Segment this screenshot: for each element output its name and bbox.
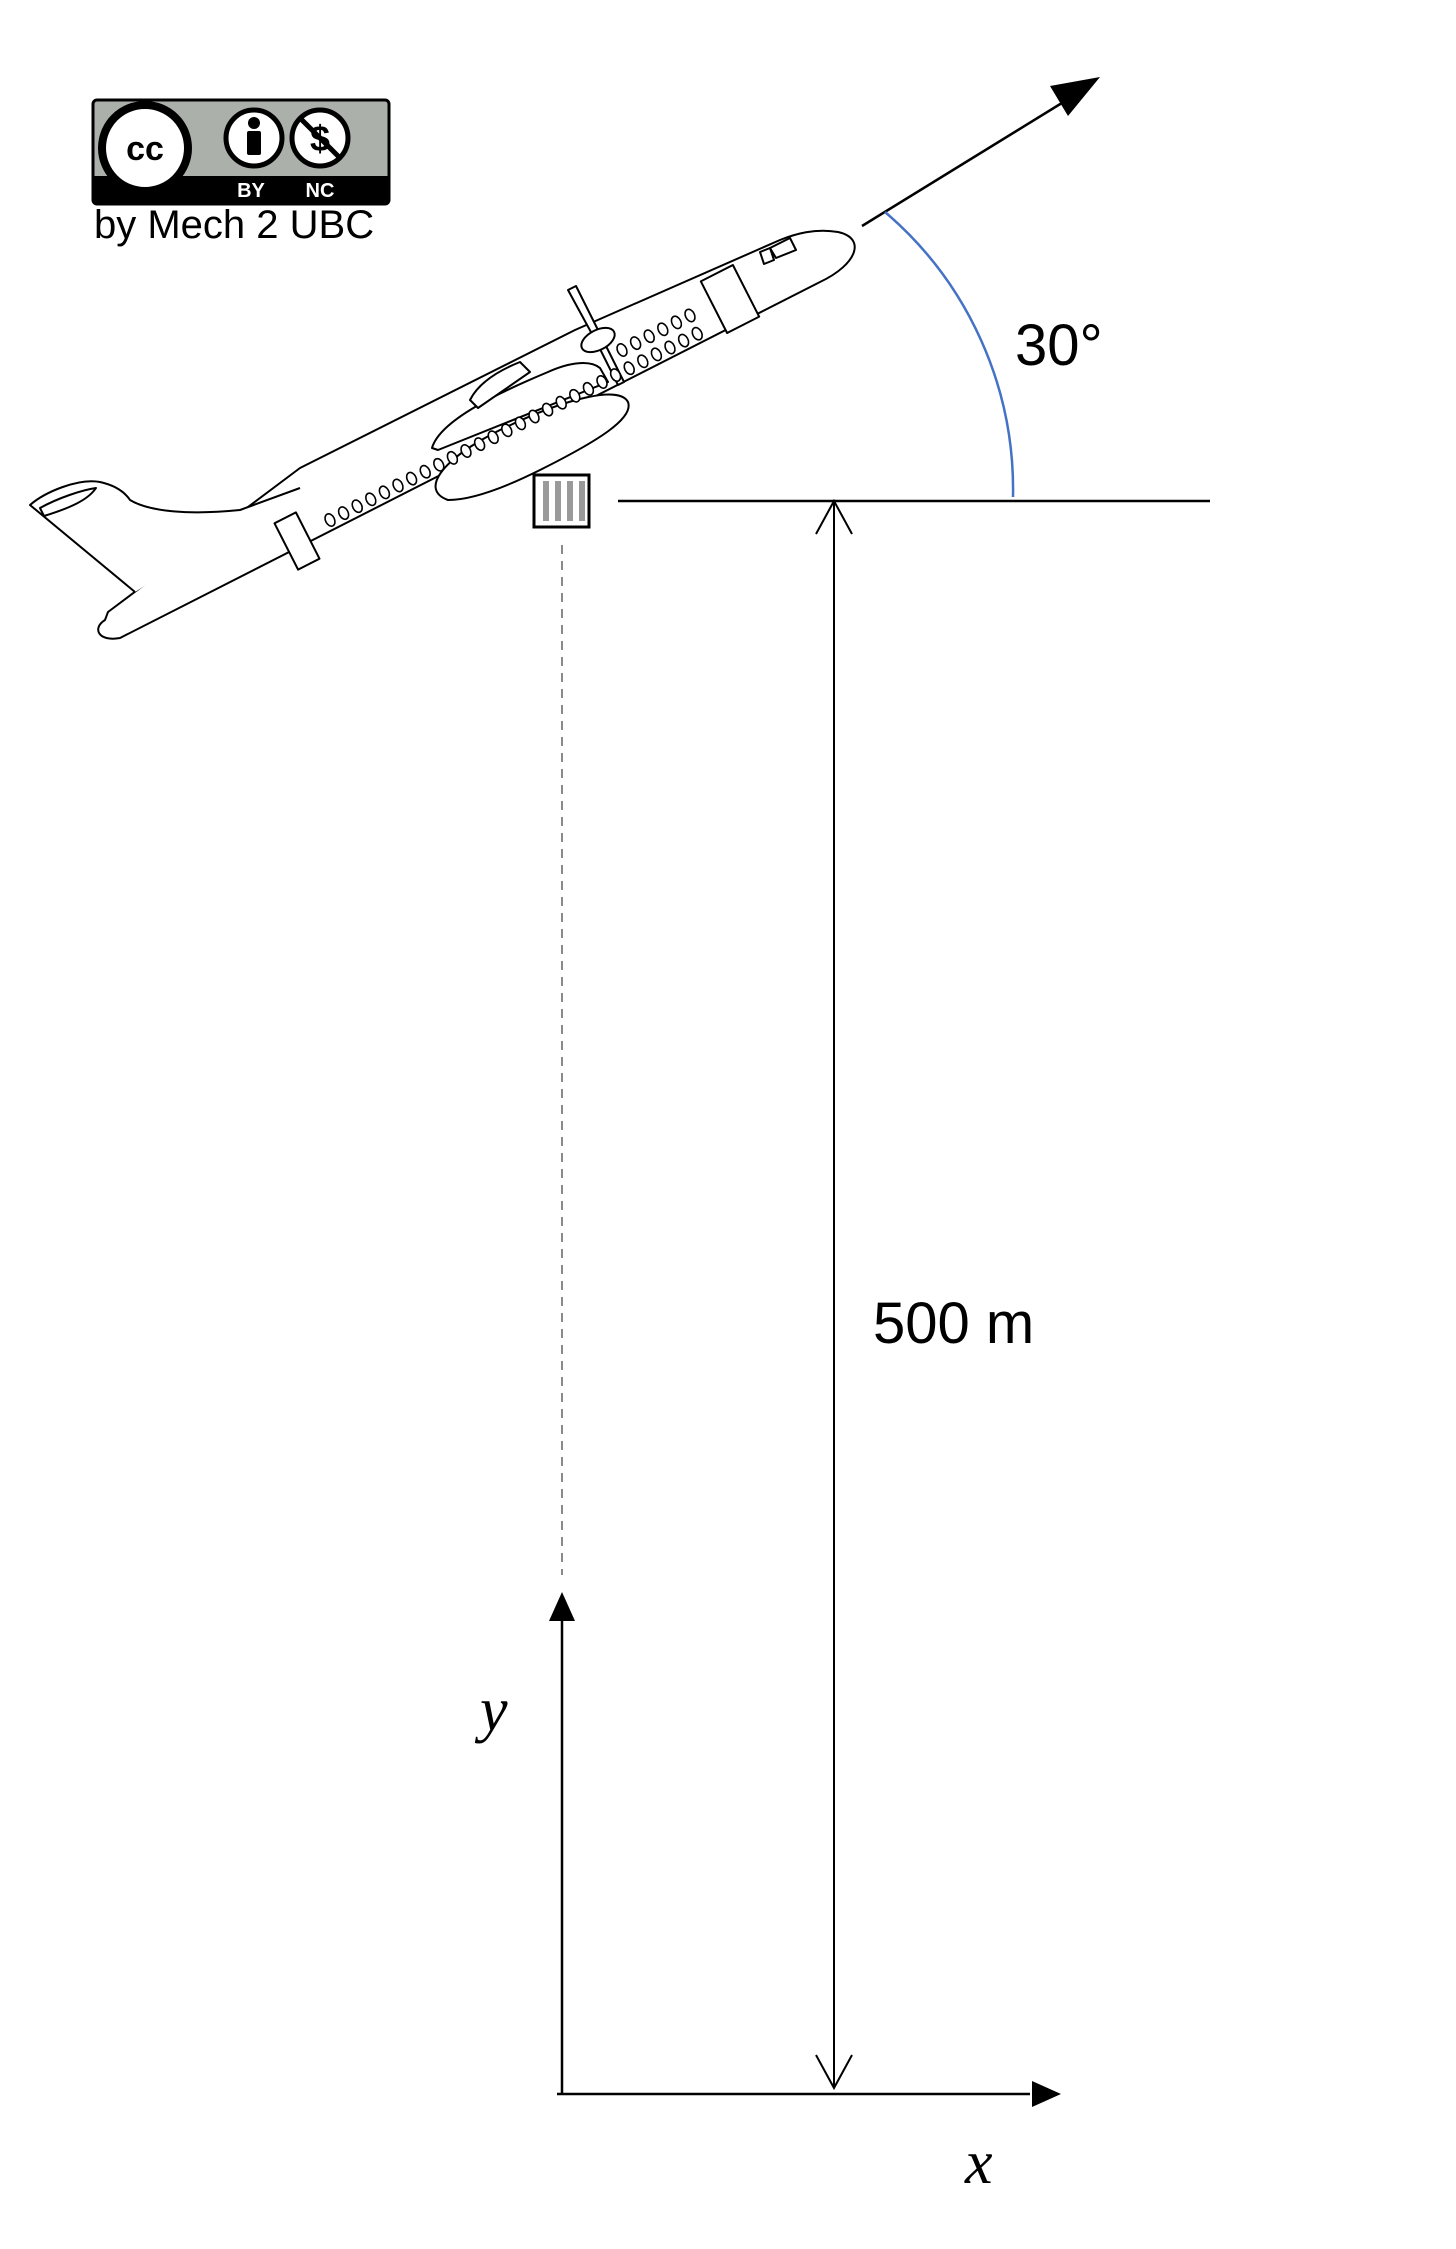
angle-arc bbox=[884, 211, 1015, 498]
airplane-icon bbox=[29, 229, 856, 640]
license-badge: cc $ BY NC bbox=[91, 98, 391, 206]
airplane-window bbox=[616, 343, 628, 357]
cc-logo-icon: cc bbox=[98, 101, 192, 195]
airplane-window bbox=[650, 347, 663, 362]
license-by-label: BY bbox=[237, 180, 265, 202]
airplane-window bbox=[419, 464, 431, 479]
airplane-window bbox=[446, 450, 459, 465]
airplane-window bbox=[555, 395, 567, 410]
height-label: 500 m bbox=[873, 1291, 1035, 1356]
airplane-window bbox=[365, 492, 377, 507]
airplane-window bbox=[664, 340, 676, 355]
airplane-window bbox=[514, 416, 527, 431]
airplane-window bbox=[528, 409, 540, 424]
package-icon bbox=[532, 473, 591, 529]
airplane-window bbox=[541, 402, 554, 417]
airplane-window bbox=[691, 326, 703, 341]
license-nc-label: NC bbox=[306, 180, 335, 202]
angle-label: 30° bbox=[1015, 313, 1103, 378]
airplane-window bbox=[433, 457, 445, 472]
attribution-icon bbox=[223, 107, 285, 169]
x-axis-label: x bbox=[965, 2129, 993, 2197]
airplane-window bbox=[582, 381, 595, 396]
airplane-window bbox=[637, 354, 649, 369]
airplane-window bbox=[473, 437, 486, 452]
attribution-text: by Mech 2 UBC bbox=[94, 203, 375, 247]
airplane-window bbox=[596, 375, 608, 389]
y-axis bbox=[549, 1592, 575, 2094]
airplane-window bbox=[643, 329, 655, 344]
airplane-window bbox=[337, 506, 350, 521]
airplane-window bbox=[351, 499, 363, 514]
velocity-arrow bbox=[861, 77, 1100, 228]
noncommercial-icon: $ bbox=[289, 107, 351, 169]
airplane-window bbox=[378, 485, 391, 500]
airplane-window bbox=[501, 423, 513, 438]
airplane-window bbox=[487, 430, 499, 445]
airplane-windows bbox=[324, 308, 703, 527]
airplane-window bbox=[609, 368, 622, 383]
airplane-window bbox=[569, 388, 581, 403]
height-dimension bbox=[815, 498, 853, 2091]
airplane-window bbox=[677, 333, 690, 348]
airplane-window bbox=[670, 315, 683, 330]
airplane-window bbox=[460, 444, 472, 458]
airplane-window bbox=[684, 308, 696, 323]
airplane-window bbox=[392, 478, 404, 493]
airplane-window bbox=[623, 361, 635, 376]
airplane-window bbox=[324, 513, 336, 527]
airplane-window bbox=[629, 336, 642, 351]
airplane-window bbox=[405, 471, 418, 486]
y-axis-label: y bbox=[480, 1676, 508, 1744]
airplane-window bbox=[657, 322, 669, 337]
x-axis bbox=[557, 2081, 1061, 2107]
cc-logo-text: cc bbox=[126, 130, 164, 168]
